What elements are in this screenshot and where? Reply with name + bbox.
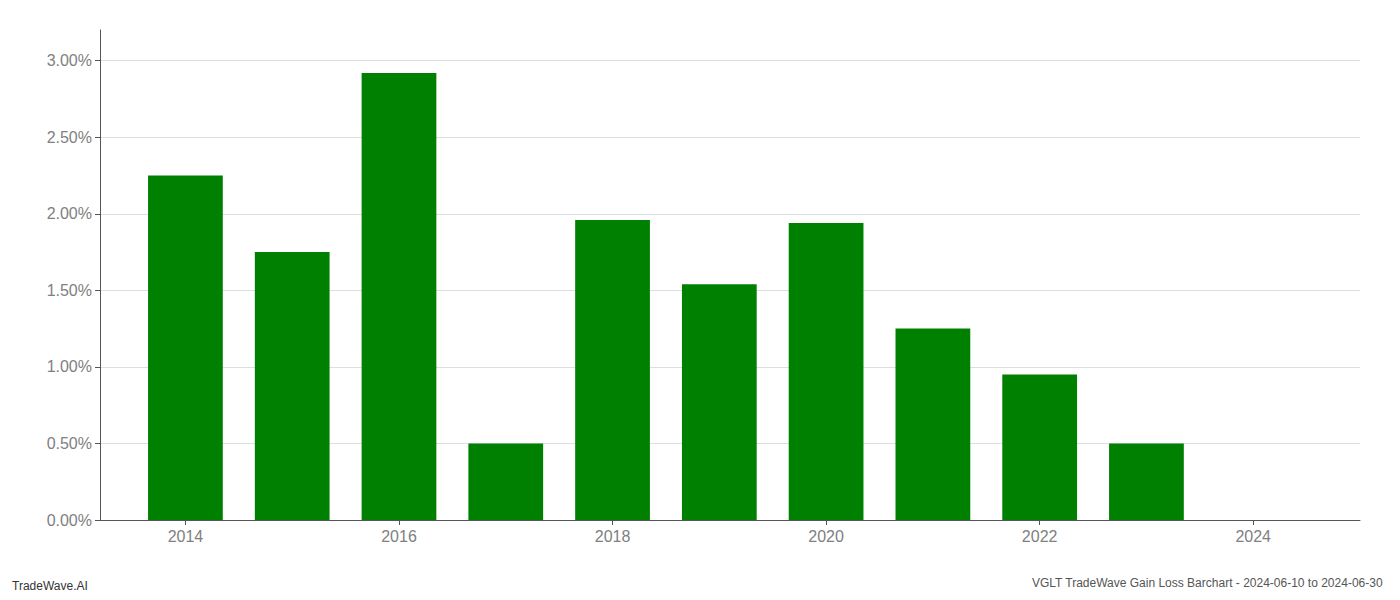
svg-text:2020: 2020 [808, 528, 844, 545]
svg-text:1.00%: 1.00% [47, 358, 92, 375]
svg-text:2.00%: 2.00% [47, 205, 92, 222]
svg-text:0.50%: 0.50% [47, 435, 92, 452]
svg-text:2018: 2018 [595, 528, 631, 545]
svg-text:2022: 2022 [1022, 528, 1058, 545]
svg-text:VGLT TradeWave Gain Loss Barch: VGLT TradeWave Gain Loss Barchart - 2024… [1032, 576, 1383, 590]
svg-text:TradeWave.AI: TradeWave.AI [12, 579, 88, 593]
svg-text:2024: 2024 [1235, 528, 1271, 545]
svg-text:0.00%: 0.00% [47, 512, 92, 529]
svg-text:2016: 2016 [381, 528, 417, 545]
svg-text:2014: 2014 [168, 528, 204, 545]
svg-text:2.50%: 2.50% [47, 129, 92, 146]
svg-text:1.50%: 1.50% [47, 282, 92, 299]
svg-text:3.00%: 3.00% [47, 52, 92, 69]
